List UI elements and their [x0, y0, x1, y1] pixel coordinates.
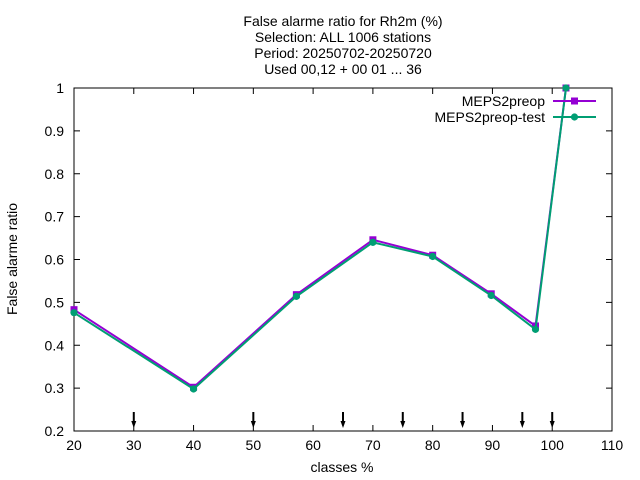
threshold-arrow — [400, 412, 406, 428]
x-tick-label: 50 — [246, 437, 262, 453]
series-line — [73, 87, 567, 389]
y-tick-label: 0.5 — [45, 294, 65, 310]
threshold-arrow — [131, 412, 137, 428]
data-point — [562, 84, 570, 92]
x-tick-label: 90 — [485, 437, 501, 453]
y-tick-label: 0.2 — [45, 423, 65, 439]
x-tick-label: 100 — [541, 437, 565, 453]
data-point — [531, 325, 540, 333]
y-tick-label: 0.3 — [45, 380, 65, 396]
threshold-arrow — [460, 412, 466, 428]
data-point — [487, 291, 495, 300]
x-tick-label: 60 — [305, 437, 321, 453]
y-axis-label: False alarme ratio — [4, 203, 20, 315]
legend-marker — [570, 113, 579, 121]
series-1 — [70, 84, 570, 393]
y-tick-label: 0.8 — [45, 166, 65, 182]
threshold-arrows — [131, 412, 555, 428]
data-point — [292, 292, 300, 300]
threshold-arrow — [519, 412, 525, 428]
x-tick-label: 80 — [425, 437, 441, 453]
y-tick-label: 0.9 — [45, 123, 65, 139]
title-line-1: False alarme ratio for Rh2m (%) — [243, 13, 442, 29]
plot-border — [73, 87, 613, 432]
axis-ticks: 20 30 40 50 60 70 80 90 100 110 0.2 0.3 0.4 0.5 0.6 0.7… — [45, 80, 624, 453]
x-tick-label: 70 — [365, 437, 381, 453]
series-0 — [70, 84, 570, 391]
data-point — [189, 385, 198, 393]
data-point — [429, 252, 437, 261]
legend-label: MEPS2preop-test — [435, 109, 546, 125]
series-line — [73, 87, 567, 391]
x-tick-label: 40 — [186, 437, 202, 453]
threshold-arrow — [250, 412, 256, 428]
x-axis-label: classes % — [310, 459, 373, 475]
y-tick-label: 0.4 — [45, 337, 65, 353]
legend-label: MEPS2preop — [462, 93, 545, 109]
y-tick-label: 0.6 — [45, 252, 65, 268]
title-line-2: Selection: ALL 1006 stations — [255, 29, 431, 45]
series-layer — [70, 84, 570, 393]
x-tick-label: 30 — [126, 437, 142, 453]
chart-title: False alarme ratio for Rh2m (%) Selectio… — [243, 13, 442, 77]
x-tick-label: 110 — [601, 437, 624, 453]
y-tick-label: 1 — [56, 80, 64, 96]
x-tick-label: 20 — [66, 437, 82, 453]
plot-frame — [73, 87, 613, 432]
threshold-arrow — [340, 412, 346, 428]
y-tick-label: 0.7 — [45, 209, 65, 225]
title-line-3: Period: 20250702-20250720 — [254, 45, 432, 61]
data-point — [70, 309, 78, 317]
title-line-4: Used 00,12 + 00 01 ... 36 — [264, 61, 422, 77]
legend-marker — [571, 97, 578, 105]
data-point — [369, 238, 377, 246]
threshold-arrow — [549, 412, 555, 428]
